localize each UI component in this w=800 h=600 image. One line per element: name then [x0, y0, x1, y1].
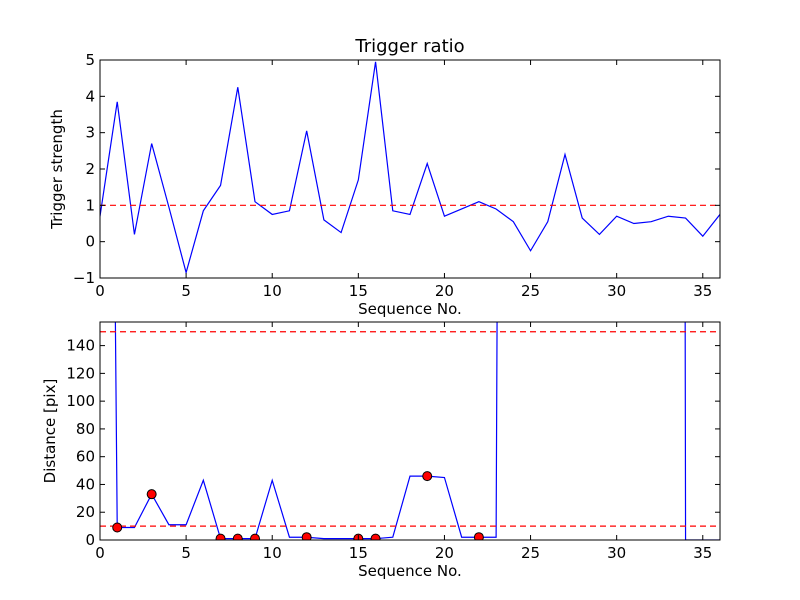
- marker-point: [422, 471, 433, 482]
- x-tick-label: 10: [263, 544, 282, 562]
- y-tick-label: 2: [85, 160, 95, 178]
- marker-point: [250, 533, 260, 540]
- x-axis-label: Sequence No.: [358, 300, 462, 318]
- x-tick-label: 25: [521, 282, 540, 300]
- y-tick-label: 40: [76, 475, 95, 493]
- marker-point: [301, 532, 312, 540]
- series-line-0: [100, 61, 720, 275]
- y-tick-label: 60: [76, 448, 95, 466]
- y-axis-label: Distance [pix]: [41, 379, 59, 484]
- plot-area: [100, 60, 720, 278]
- marker-point: [215, 533, 226, 540]
- y-tick-label: 100: [66, 392, 95, 410]
- x-tick-label: 25: [521, 544, 540, 562]
- series-line-0: [114, 322, 720, 540]
- x-tick-label: 35: [693, 282, 712, 300]
- y-tick-label: 0: [85, 233, 95, 251]
- x-tick-label: 20: [435, 544, 454, 562]
- y-tick-label: 120: [66, 364, 95, 382]
- marker-point: [146, 489, 157, 500]
- y-tick-label: 140: [66, 337, 95, 355]
- y-axis-label: Trigger strength: [48, 109, 66, 230]
- x-tick-label: 5: [181, 544, 191, 562]
- y-tick-label: 3: [85, 124, 95, 142]
- x-tick-label: 30: [607, 282, 626, 300]
- x-tick-label: 0: [95, 282, 105, 300]
- x-tick-label: 20: [435, 282, 454, 300]
- x-axis-label: Sequence No.: [358, 562, 462, 580]
- y-tick-label: 0: [85, 531, 95, 549]
- y-tick-label: −1: [73, 269, 95, 287]
- x-tick-label: 10: [263, 282, 282, 300]
- plot-area: [100, 322, 720, 540]
- x-tick-label: 35: [693, 544, 712, 562]
- y-tick-label: 20: [76, 503, 95, 521]
- x-tick-label: 30: [607, 544, 626, 562]
- x-tick-label: 15: [349, 544, 368, 562]
- x-tick-label: 5: [181, 282, 191, 300]
- marker-point: [112, 522, 123, 533]
- chart-title: Trigger ratio: [354, 36, 464, 57]
- y-tick-label: 80: [76, 420, 95, 438]
- y-tick-label: 4: [85, 87, 95, 105]
- chart-panel-distance: 0 5 10 15 20 25 30 35 0 20 40 60 80 100 120 140 Sequence…: [41, 321, 721, 580]
- x-tick-label: 15: [349, 282, 368, 300]
- marker-point: [473, 532, 484, 540]
- y-tick-label: 5: [85, 51, 95, 69]
- marker-point: [370, 533, 381, 540]
- axes-frame: [99, 321, 721, 541]
- x-tick-label: 0: [95, 544, 105, 562]
- marker-point: [232, 533, 243, 540]
- y-tick-label: 1: [85, 196, 95, 214]
